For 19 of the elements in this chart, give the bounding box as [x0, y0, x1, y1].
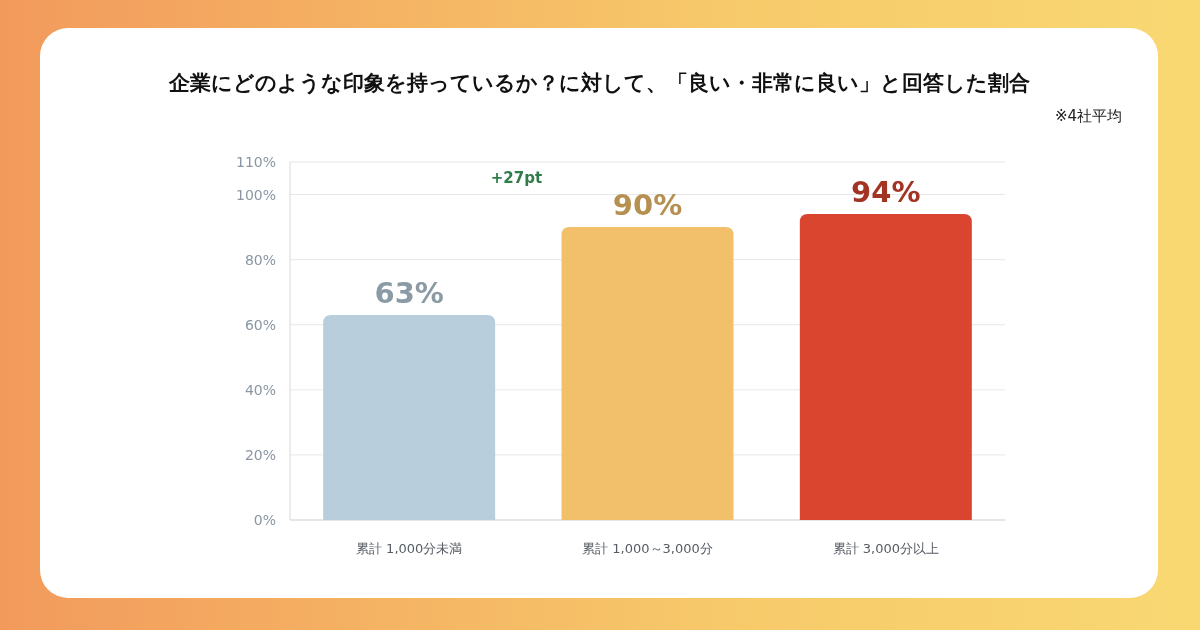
data-label: 94%: [851, 175, 921, 210]
y-tick-label: 0%: [253, 512, 276, 528]
x-tick-label: 累計 1,000分未満: [355, 541, 463, 556]
x-tick-label: 累計 3,000分以上: [832, 541, 940, 556]
text: ※4社平均: [1054, 107, 1122, 125]
y-tick-label: 60%: [244, 316, 276, 333]
y-tick-label: 110%: [235, 154, 276, 170]
y-tick-label: 20%: [244, 446, 276, 463]
y-tick-label: 80%: [244, 251, 276, 268]
bar: [561, 227, 734, 520]
data-label: 63%: [374, 275, 444, 310]
y-tick-label: 40%: [244, 381, 276, 398]
chart-title: 企業にどのような印象を持っているか？に対して、「良い・非常に良い」と回答した割合: [167, 71, 1030, 95]
bar: [799, 214, 972, 520]
annotation: +27pt: [490, 169, 543, 187]
x-tick-label: 累計 1,000～3,000分: [582, 541, 713, 556]
bar: [323, 314, 496, 520]
y-tick-label: 100%: [235, 186, 276, 203]
data-label: 90%: [612, 188, 683, 223]
